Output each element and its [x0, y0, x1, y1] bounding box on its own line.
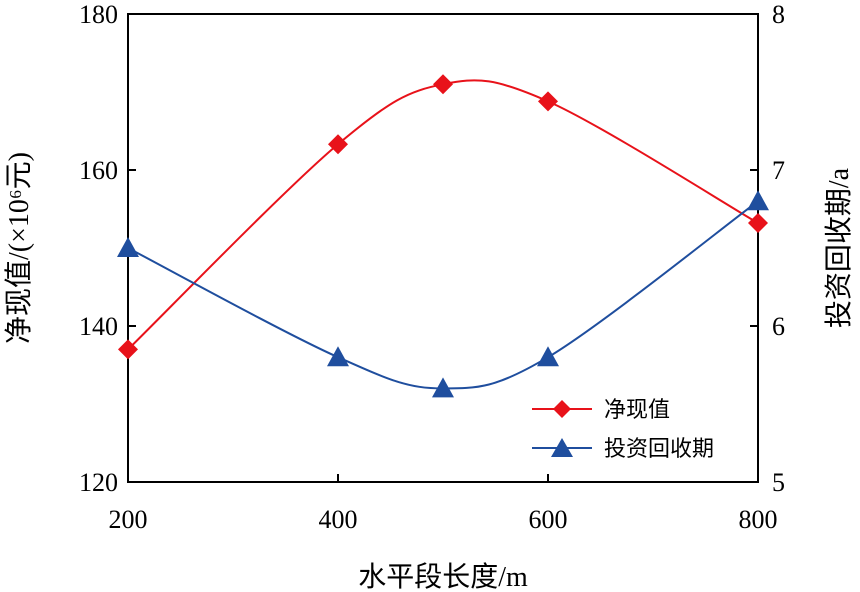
- legend-marker-npv: [553, 400, 571, 418]
- left-axis-title: 净现值/(×10⁶元): [3, 152, 35, 344]
- series-1-point: [327, 346, 349, 367]
- x-tick-label: 400: [319, 505, 358, 534]
- series-1-point: [747, 190, 769, 211]
- x-tick-label: 800: [739, 505, 778, 534]
- legend-label-npv: 净现值: [604, 397, 670, 422]
- series-0-point: [748, 213, 768, 234]
- left-y-tick-label: 160: [79, 156, 118, 185]
- legend-marker-payback: [551, 438, 573, 457]
- series-1-point: [432, 377, 454, 398]
- series-0-point: [328, 134, 348, 155]
- left-y-tick-label: 120: [79, 468, 118, 497]
- series-line-1: [127, 200, 759, 390]
- series-0-point: [118, 339, 138, 360]
- series-1-point: [537, 346, 559, 367]
- x-tick-label: 600: [529, 505, 568, 534]
- right-y-tick-label: 7: [772, 156, 785, 185]
- right-y-tick-label: 8: [772, 0, 785, 29]
- right-axis-title: 投资回收期/a: [823, 167, 855, 328]
- left-y-tick-label: 140: [79, 312, 118, 341]
- left-y-tick-label: 180: [79, 0, 118, 29]
- series-1-point: [117, 237, 139, 257]
- legend-label-payback: 投资回收期: [604, 436, 714, 461]
- series-0-point: [538, 91, 558, 112]
- right-y-tick-label: 5: [772, 468, 785, 497]
- x-tick-label: 200: [109, 505, 148, 534]
- legend: 净现值 投资回收期: [532, 397, 714, 461]
- series-0-point: [433, 74, 453, 95]
- series-line-0: [127, 79, 759, 351]
- right-y-tick-label: 6: [772, 312, 785, 341]
- x-axis-title: 水平段长度/m: [358, 561, 528, 592]
